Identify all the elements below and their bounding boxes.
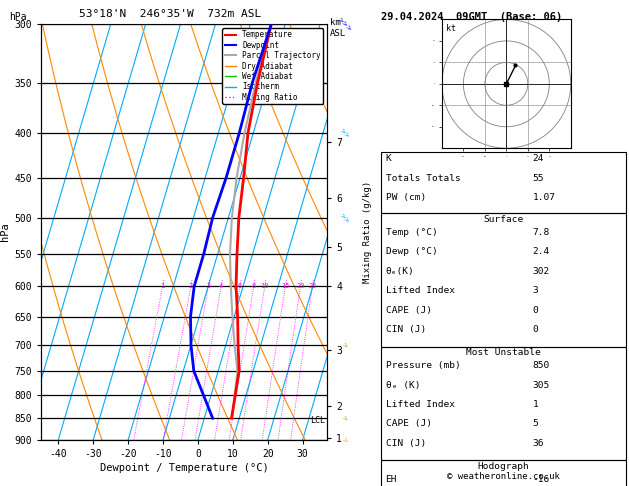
Text: 15: 15 — [281, 283, 289, 289]
Text: © weatheronline.co.uk: © weatheronline.co.uk — [447, 472, 560, 481]
Text: Dewp (°C): Dewp (°C) — [386, 247, 437, 257]
Text: 1: 1 — [160, 283, 165, 289]
Text: Totals Totals: Totals Totals — [386, 174, 460, 183]
Text: 2: 2 — [189, 283, 193, 289]
Text: hPa: hPa — [9, 12, 27, 22]
X-axis label: Dewpoint / Temperature (°C): Dewpoint / Temperature (°C) — [99, 463, 269, 473]
Text: >>: >> — [338, 211, 351, 224]
Text: >>>: >>> — [337, 16, 353, 33]
Text: 29.04.2024  09GMT  (Base: 06): 29.04.2024 09GMT (Base: 06) — [381, 12, 562, 22]
Text: LCL: LCL — [310, 416, 325, 425]
Text: θₑ (K): θₑ (K) — [386, 381, 420, 390]
Text: CAPE (J): CAPE (J) — [386, 306, 431, 315]
Text: 10: 10 — [260, 283, 269, 289]
Text: >: > — [340, 341, 349, 349]
Text: θₑ(K): θₑ(K) — [386, 267, 415, 276]
Text: 1: 1 — [533, 400, 538, 409]
Text: km
ASL: km ASL — [330, 18, 347, 38]
Text: CAPE (J): CAPE (J) — [386, 419, 431, 429]
Text: Temp (°C): Temp (°C) — [386, 228, 437, 237]
Text: >>: >> — [338, 127, 351, 139]
Text: 24: 24 — [533, 154, 544, 163]
Text: 5: 5 — [533, 419, 538, 429]
Text: 0: 0 — [533, 306, 538, 315]
Text: -16: -16 — [533, 475, 550, 484]
Text: 2.4: 2.4 — [533, 247, 550, 257]
Text: kt: kt — [446, 24, 456, 33]
Text: 305: 305 — [533, 381, 550, 390]
Text: 6: 6 — [238, 283, 242, 289]
Text: PW (cm): PW (cm) — [386, 193, 426, 202]
Text: 36: 36 — [533, 439, 544, 448]
Text: K: K — [386, 154, 391, 163]
Text: Mixing Ratio (g/kg): Mixing Ratio (g/kg) — [364, 181, 372, 283]
Text: 8: 8 — [252, 283, 256, 289]
Text: Surface: Surface — [483, 215, 523, 224]
Y-axis label: hPa: hPa — [0, 223, 10, 242]
Text: 4: 4 — [219, 283, 223, 289]
Text: 25: 25 — [308, 283, 316, 289]
Text: 1.07: 1.07 — [533, 193, 555, 202]
Text: CIN (J): CIN (J) — [386, 325, 426, 334]
Text: >: > — [340, 435, 349, 444]
Text: Hodograph: Hodograph — [477, 462, 529, 471]
Text: 20: 20 — [296, 283, 304, 289]
Text: 3: 3 — [206, 283, 211, 289]
Text: 55: 55 — [533, 174, 544, 183]
Text: Pressure (mb): Pressure (mb) — [386, 361, 460, 370]
Text: 7.8: 7.8 — [533, 228, 550, 237]
Text: 53°18'N  246°35'W  732m ASL: 53°18'N 246°35'W 732m ASL — [79, 9, 261, 19]
Text: 850: 850 — [533, 361, 550, 370]
Text: >: > — [340, 414, 349, 422]
Text: CIN (J): CIN (J) — [386, 439, 426, 448]
Text: 302: 302 — [533, 267, 550, 276]
Text: Lifted Index: Lifted Index — [386, 400, 455, 409]
Text: Lifted Index: Lifted Index — [386, 286, 455, 295]
Text: Most Unstable: Most Unstable — [466, 348, 540, 357]
Legend: Temperature, Dewpoint, Parcel Trajectory, Dry Adiabat, Wet Adiabat, Isotherm, Mi: Temperature, Dewpoint, Parcel Trajectory… — [223, 28, 323, 104]
Text: 0: 0 — [533, 325, 538, 334]
Text: EH: EH — [386, 475, 397, 484]
Text: 3: 3 — [533, 286, 538, 295]
